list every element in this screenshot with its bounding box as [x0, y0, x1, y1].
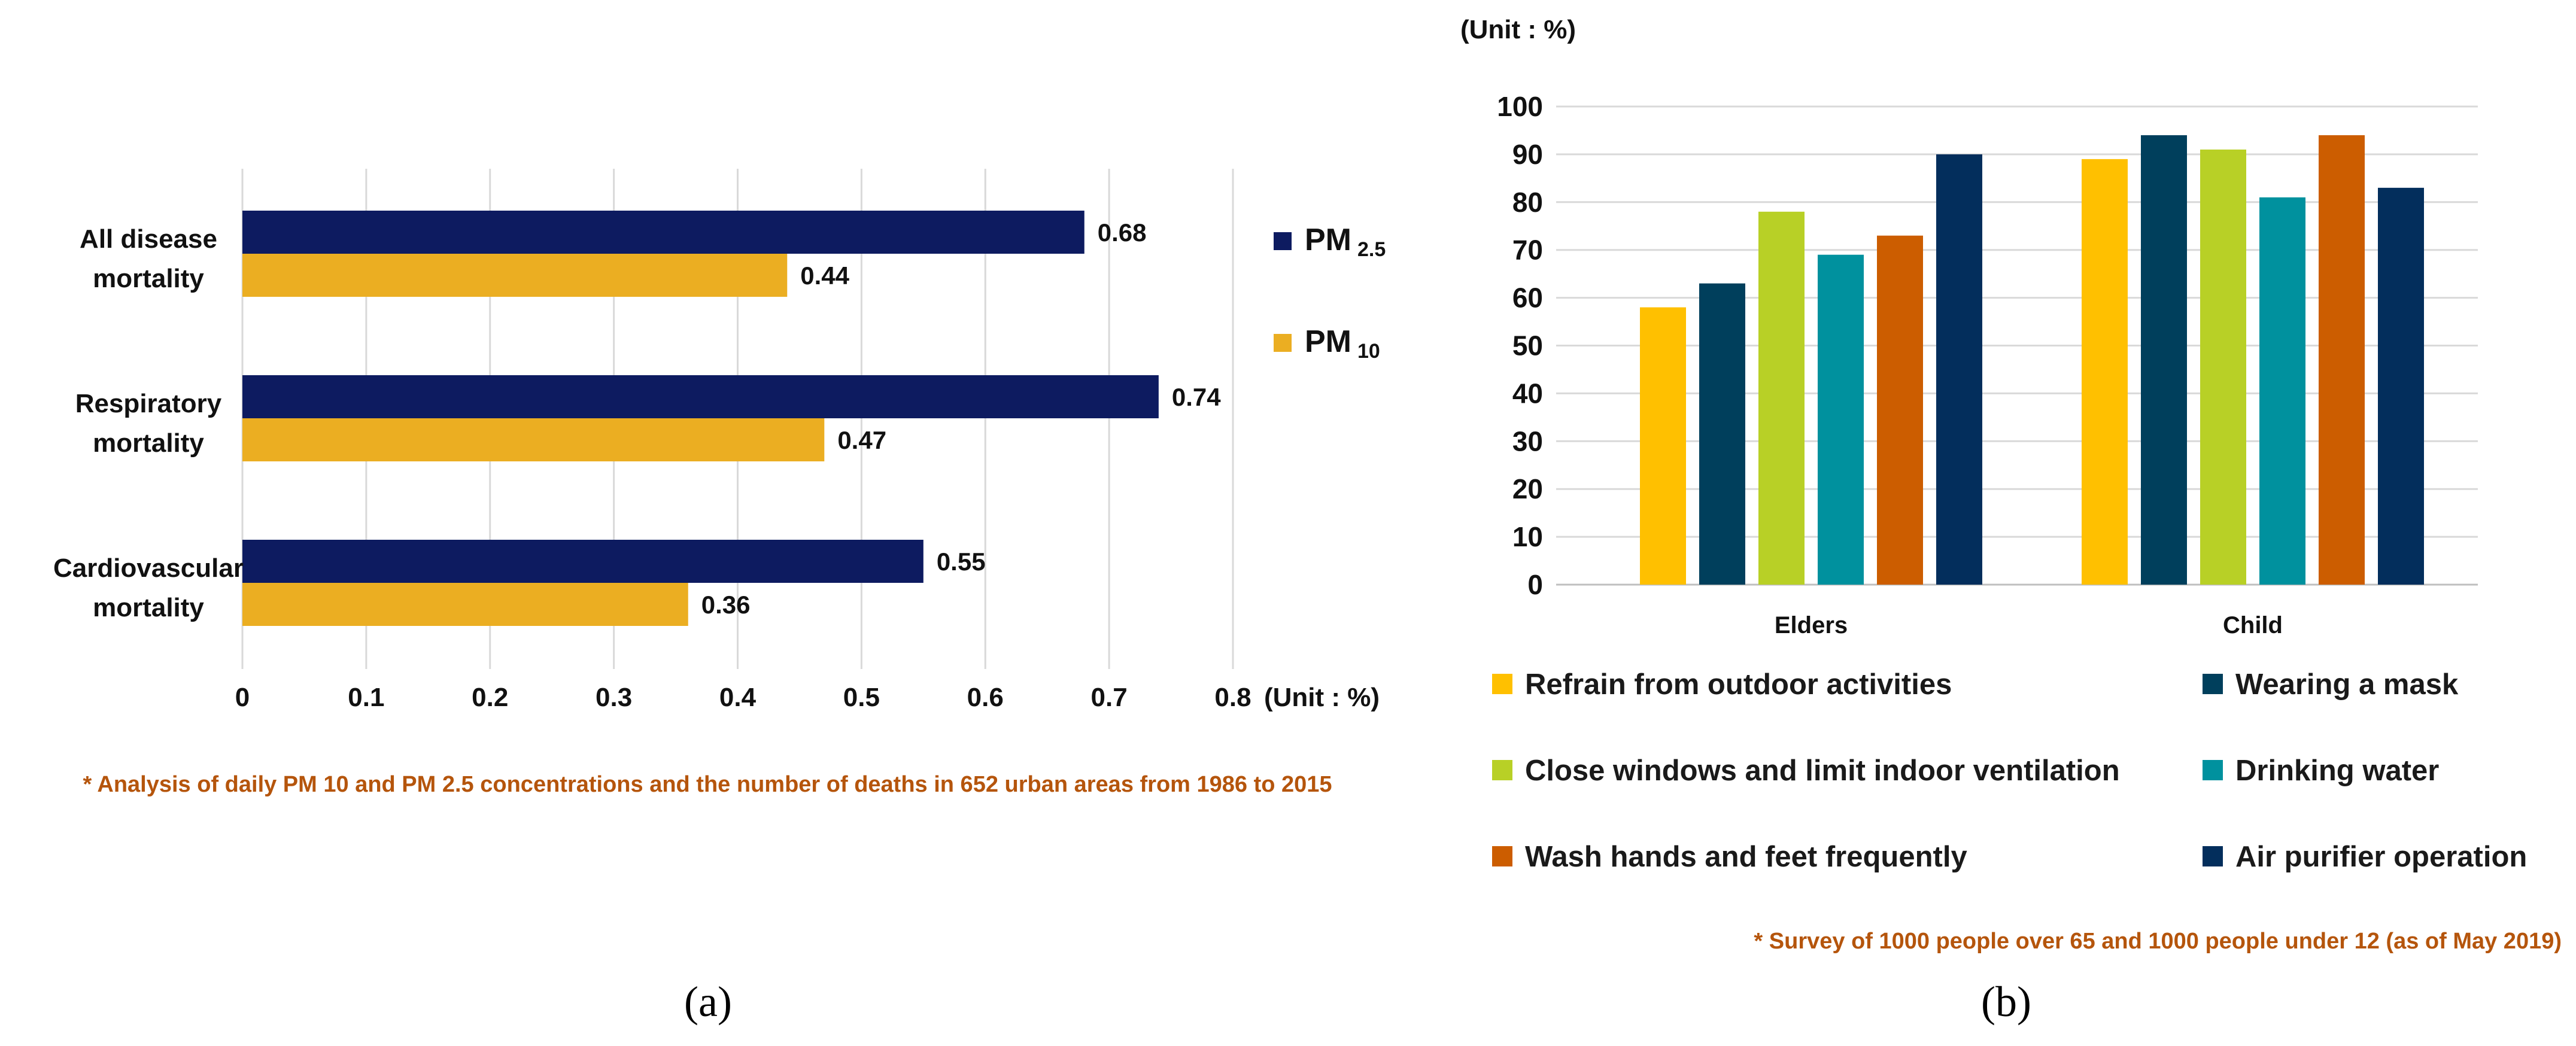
- chart-b-bar: [1640, 307, 1686, 585]
- chart-a-xtick-label: 0.1: [348, 683, 384, 712]
- chart-a-category-label: All disease mortality: [80, 224, 217, 293]
- chart-b-bar: [2200, 149, 2246, 585]
- chart-a-category-label-line: Cardiovascular: [53, 554, 244, 583]
- chart-b-legend-label: Wash hands and feet frequently: [1525, 841, 1967, 873]
- chart-b-labels: 0 10 20 30 40 50 60 70 80 90 100 Elders Child: [1497, 91, 2283, 638]
- chart-b-ytick-label: 50: [1512, 330, 1543, 361]
- chart-a-value-label: 0.68: [1098, 218, 1147, 247]
- chart-b-bar: [1758, 211, 1805, 585]
- chart-b-legend-swatch: [1492, 846, 1512, 866]
- chart-b-ytick-label: 0: [1527, 569, 1543, 600]
- chart-b-legend-label: Drinking water: [2235, 755, 2439, 787]
- chart-a-category-label-line: mortality: [93, 428, 204, 458]
- chart-a-bar: [242, 583, 688, 626]
- chart-b-legend: Refrain from outdoor activities Wearing a…: [1492, 668, 2527, 873]
- chart-a-value-label: 0.74: [1172, 383, 1221, 411]
- chart-a-legend-label-sub: 10: [1357, 340, 1380, 363]
- chart-b-ytick-label: 100: [1497, 91, 1543, 122]
- chart-b-ytick-label: 20: [1512, 473, 1543, 504]
- chart-b-bar: [1699, 283, 1745, 585]
- chart-a-xtick-label: 0.5: [843, 683, 880, 712]
- chart-a-xtick-label: 0.3: [596, 683, 632, 712]
- chart-a-value-label: 0.55: [937, 548, 986, 576]
- chart-b-caption: (b): [1981, 978, 2031, 1026]
- chart-b-bar: [1818, 254, 1864, 585]
- chart-b-unit-label: (Unit : %): [1460, 15, 1576, 44]
- chart-a-legend-label: PM 2.5: [1305, 223, 1386, 261]
- chart-b-bar: [2259, 197, 2305, 585]
- chart-b-ytick-label: 30: [1512, 425, 1543, 457]
- chart-a-bar: [242, 254, 788, 297]
- chart-a-category-label-line: Respiratory: [75, 389, 222, 418]
- chart-a-bars: [242, 211, 1159, 626]
- chart-b-bar: [2378, 187, 2424, 585]
- chart-a-category-label-line: mortality: [93, 593, 204, 622]
- chart-b-bar: [2082, 159, 2128, 585]
- chart-b-bars: [1640, 135, 2424, 585]
- chart-b-ytick-label: 80: [1512, 187, 1543, 218]
- chart-a-category-label: Respiratory mortality: [75, 389, 222, 458]
- chart-a-unit-label: (Unit : %): [1264, 683, 1380, 712]
- chart-b-category-label: Elders: [1775, 612, 1848, 638]
- chart-a-legend-swatch: [1274, 334, 1292, 352]
- chart-b-legend-swatch: [2203, 674, 2223, 694]
- chart-b-bar: [2319, 135, 2365, 585]
- chart-a-labels: 0 0.1 0.2 0.3 0.4 0.5 0.6 0.7 0.8 0.68 0.44 All dis…: [53, 218, 1251, 712]
- chart-b-legend-label: Refrain from outdoor activities: [1525, 668, 1952, 701]
- chart-a-legend-label-main: PM: [1305, 324, 1351, 359]
- chart-b-legend-swatch: [2203, 846, 2223, 866]
- chart-b-ytick-label: 10: [1512, 521, 1543, 552]
- chart-a-bar: [242, 211, 1085, 254]
- chart-b-bar: [1936, 154, 1982, 585]
- chart-a-xtick-label: 0.4: [719, 683, 757, 712]
- chart-a-category-label: Cardiovascular mortality: [53, 554, 244, 622]
- chart-a-caption: (a): [684, 978, 732, 1026]
- chart-a-horizontal-bar: 0 0.1 0.2 0.3 0.4 0.5 0.6 0.7 0.8 0.68 0.44 All dis…: [53, 169, 1386, 1026]
- chart-a-value-label: 0.36: [701, 591, 751, 619]
- chart-b-ytick-label: 60: [1512, 282, 1543, 314]
- chart-a-legend-swatch: [1274, 232, 1292, 250]
- chart-a-bar: [242, 540, 924, 583]
- chart-a-value-label: 0.44: [800, 262, 849, 290]
- chart-b-bar: [2141, 135, 2187, 585]
- chart-a-xtick-label: 0.2: [472, 683, 508, 712]
- chart-b-ytick-label: 40: [1512, 378, 1543, 409]
- chart-a-category-label-line: mortality: [93, 264, 204, 293]
- chart-a-xtick-label: 0.8: [1214, 683, 1251, 712]
- chart-a-legend: PM 2.5 PM 10: [1274, 223, 1386, 363]
- chart-a-xtick-label: 0.6: [967, 683, 1004, 712]
- chart-b-legend-label: Wearing a mask: [2235, 668, 2459, 701]
- chart-b-category-label: Child: [2223, 612, 2283, 638]
- chart-b-legend-label: Air purifier operation: [2235, 841, 2527, 873]
- chart-a-category-label-line: All disease: [80, 224, 217, 254]
- chart-a-footnote: * Analysis of daily PM 10 and PM 2.5 con…: [83, 772, 1332, 797]
- chart-a-xtick-label: 0: [235, 683, 250, 712]
- chart-b-legend-label: Close windows and limit indoor ventilati…: [1525, 755, 2120, 787]
- chart-b-legend-swatch: [1492, 760, 1512, 780]
- chart-a-legend-label-sub: 2.5: [1357, 238, 1386, 261]
- chart-a-bar: [242, 375, 1159, 418]
- chart-b-vertical-bar: (Unit : %) 0 10 20 30 40 50 60 70 80 90 100 Elders C…: [1460, 15, 2562, 1026]
- chart-b-legend-swatch: [2203, 760, 2223, 780]
- chart-a-legend-label: PM 10: [1305, 324, 1380, 363]
- chart-b-bar: [1877, 235, 1923, 585]
- chart-a-legend-label-main: PM: [1305, 223, 1351, 257]
- chart-a-xtick-label: 0.7: [1091, 683, 1128, 712]
- chart-b-ytick-label: 70: [1512, 235, 1543, 266]
- chart-b-footnote: * Survey of 1000 people over 65 and 1000…: [1754, 929, 2562, 954]
- chart-b-ytick-label: 90: [1512, 139, 1543, 170]
- chart-b-legend-swatch: [1492, 674, 1512, 694]
- chart-a-value-label: 0.47: [837, 426, 886, 454]
- chart-a-bar: [242, 418, 825, 461]
